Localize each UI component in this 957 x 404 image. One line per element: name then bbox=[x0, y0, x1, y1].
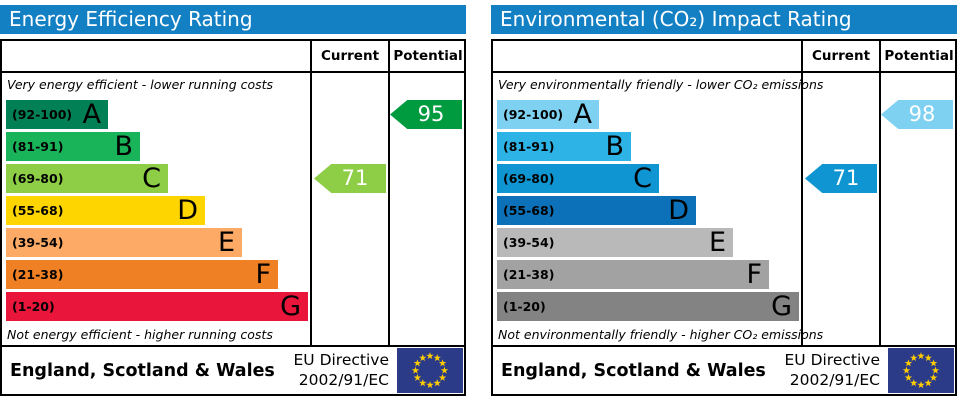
top-caption: Very energy efficient - lower running co… bbox=[7, 77, 274, 92]
potential-column-header: Potential bbox=[884, 48, 954, 64]
region-label: England, Scotland & Wales bbox=[501, 360, 766, 381]
panel-title: Environmental (CO₂) Impact Rating bbox=[500, 7, 852, 31]
band-range-label: (55-68) bbox=[503, 203, 555, 218]
band-letter: C bbox=[633, 163, 652, 194]
band-a: (92-100) A bbox=[6, 100, 108, 129]
potential-rating-arrow: 98 bbox=[881, 100, 953, 129]
region-label: England, Scotland & Wales bbox=[10, 360, 275, 381]
band-letter: D bbox=[177, 195, 198, 226]
current-rating-arrow: 71 bbox=[805, 164, 877, 193]
eu-directive-line1: EU Directive bbox=[293, 351, 390, 370]
band-letter: F bbox=[255, 259, 271, 290]
band-range-label: (81-91) bbox=[12, 139, 64, 154]
rating-bands: (92-100) A (81-91) B (69-80) C (55-68) D (39-54)… bbox=[497, 100, 799, 321]
header-divider bbox=[493, 71, 955, 73]
band-range-label: (1-20) bbox=[12, 299, 55, 314]
band-letter: F bbox=[746, 259, 762, 290]
potential-column-header: Potential bbox=[393, 48, 463, 64]
band-letter: E bbox=[217, 227, 235, 258]
eu-flag bbox=[397, 348, 463, 393]
footer-divider bbox=[2, 345, 464, 347]
top-caption: Very environmentally friendly - lower CO… bbox=[498, 77, 824, 92]
eu-flag-stars bbox=[411, 352, 449, 389]
column-divider bbox=[879, 41, 881, 345]
band-letter: D bbox=[668, 195, 689, 226]
rating-table: Current Potential Very energy efficient … bbox=[0, 39, 466, 396]
energy-efficiency-panel: Energy Efficiency Rating Current Potenti… bbox=[0, 5, 466, 396]
band-a: (92-100) A bbox=[497, 100, 599, 129]
panel-footer: England, Scotland & Wales EU Directive 2… bbox=[2, 347, 464, 394]
band-e: (39-54) E bbox=[497, 228, 733, 257]
current-rating-arrow: 71 bbox=[314, 164, 386, 193]
band-range-label: (21-38) bbox=[12, 267, 64, 282]
eu-directive-line2: 2002/91/EC bbox=[789, 370, 880, 389]
band-range-label: (92-100) bbox=[12, 107, 73, 122]
panel-title-bar: Environmental (CO₂) Impact Rating bbox=[491, 5, 957, 34]
current-column-header: Current bbox=[811, 48, 871, 64]
band-range-label: (39-54) bbox=[503, 235, 555, 250]
band-range-label: (69-80) bbox=[503, 171, 555, 186]
band-letter: G bbox=[771, 291, 792, 322]
band-letter: G bbox=[280, 291, 301, 322]
band-letter: E bbox=[708, 227, 726, 258]
band-f: (21-38) F bbox=[497, 260, 769, 289]
current-column-header: Current bbox=[320, 48, 380, 64]
eu-directive-label: EU Directive 2002/91/EC bbox=[785, 351, 889, 390]
band-range-label: (55-68) bbox=[12, 203, 64, 218]
band-range-label: (81-91) bbox=[503, 139, 555, 154]
band-letter: B bbox=[114, 131, 133, 162]
eu-directive-line2: 2002/91/EC bbox=[298, 370, 389, 389]
band-range-label: (69-80) bbox=[12, 171, 64, 186]
band-c: (69-80) C bbox=[6, 164, 168, 193]
potential-rating-arrow: 95 bbox=[390, 100, 462, 129]
panel-title: Energy Efficiency Rating bbox=[9, 7, 253, 31]
band-letter: A bbox=[82, 99, 101, 130]
rating-table: Current Potential Very environmentally f… bbox=[491, 39, 957, 396]
panel-footer: England, Scotland & Wales EU Directive 2… bbox=[493, 347, 955, 394]
band-range-label: (39-54) bbox=[12, 235, 64, 250]
eu-flag bbox=[888, 348, 954, 393]
band-e: (39-54) E bbox=[6, 228, 242, 257]
band-letter: C bbox=[142, 163, 161, 194]
band-b: (81-91) B bbox=[6, 132, 140, 161]
bottom-caption: Not energy efficient - higher running co… bbox=[7, 327, 273, 342]
header-divider bbox=[2, 71, 464, 73]
band-d: (55-68) D bbox=[6, 196, 205, 225]
band-f: (21-38) F bbox=[6, 260, 278, 289]
environmental-impact-panel: Environmental (CO₂) Impact Rating Curren… bbox=[491, 5, 957, 396]
eu-directive-line1: EU Directive bbox=[784, 351, 881, 370]
band-g: (1-20) G bbox=[6, 292, 308, 321]
band-letter: A bbox=[573, 99, 592, 130]
panel-title-bar: Energy Efficiency Rating bbox=[0, 5, 466, 34]
band-range-label: (92-100) bbox=[503, 107, 564, 122]
band-range-label: (1-20) bbox=[503, 299, 546, 314]
column-divider bbox=[310, 41, 312, 345]
rating-bands: (92-100) A (81-91) B (69-80) C (55-68) D (39-54)… bbox=[6, 100, 308, 321]
band-g: (1-20) G bbox=[497, 292, 799, 321]
column-divider bbox=[801, 41, 803, 345]
eu-directive-label: EU Directive 2002/91/EC bbox=[294, 351, 398, 390]
band-letter: B bbox=[605, 131, 624, 162]
eu-flag-stars bbox=[902, 352, 940, 389]
rating-chart-body: Very environmentally friendly - lower CO… bbox=[493, 73, 955, 345]
band-d: (55-68) D bbox=[497, 196, 696, 225]
column-divider bbox=[388, 41, 390, 345]
rating-chart-body: Very energy efficient - lower running co… bbox=[2, 73, 464, 345]
bottom-caption: Not environmentally friendly - higher CO… bbox=[498, 327, 824, 342]
footer-divider bbox=[493, 345, 955, 347]
band-range-label: (21-38) bbox=[503, 267, 555, 282]
band-b: (81-91) B bbox=[497, 132, 631, 161]
band-c: (69-80) C bbox=[497, 164, 659, 193]
